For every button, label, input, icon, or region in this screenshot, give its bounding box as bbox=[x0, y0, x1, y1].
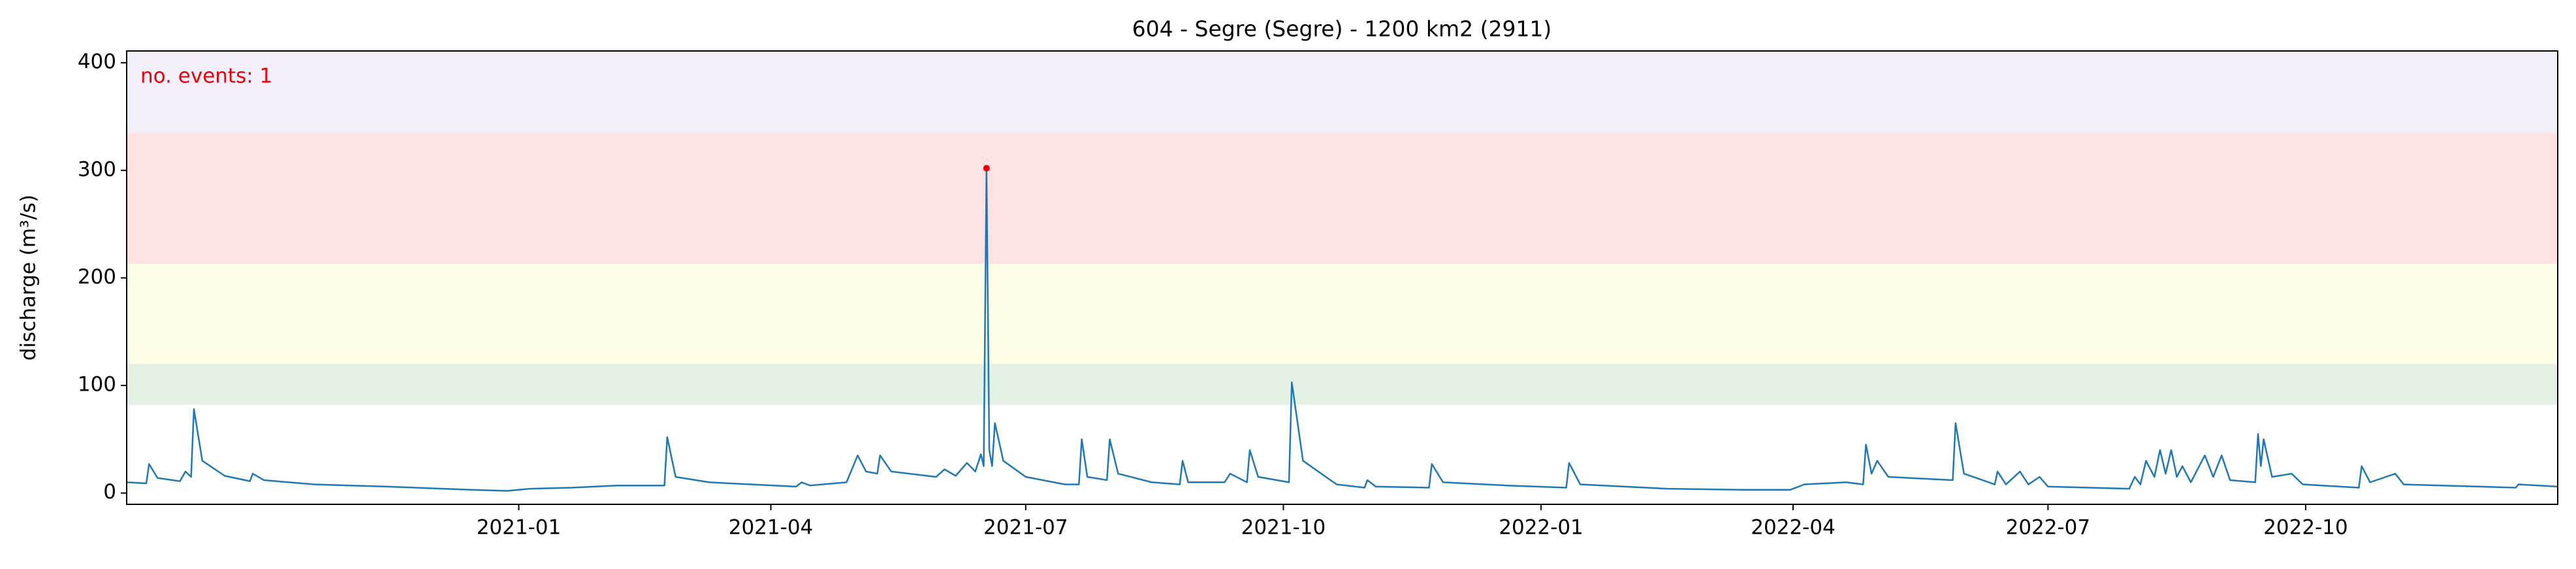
chart-title: 604 - Segre (Segre) - 1200 km2 (2911) bbox=[1132, 16, 1552, 42]
x-tick-label: 2022-07 bbox=[2006, 516, 2091, 540]
y-tick-label: 0 bbox=[103, 480, 116, 504]
event-count: no. events: 1 bbox=[140, 65, 272, 88]
x-tick-label: 2021-10 bbox=[1241, 516, 1326, 540]
threshold-band bbox=[127, 364, 2558, 405]
threshold-band bbox=[127, 264, 2558, 365]
y-tick-label: 100 bbox=[78, 373, 116, 397]
plot-frame bbox=[126, 50, 2558, 505]
x-tick-label: 2021-01 bbox=[477, 516, 562, 540]
x-tick-label: 2022-01 bbox=[1499, 516, 1583, 540]
y-tick-label: 200 bbox=[78, 265, 116, 289]
y-axis-label: discharge (m³/s) bbox=[17, 195, 40, 361]
x-tick-label: 2021-04 bbox=[729, 516, 814, 540]
x-tick-label: 2021-07 bbox=[983, 516, 1068, 540]
event-point bbox=[983, 165, 990, 172]
y-tick-label: 300 bbox=[78, 157, 116, 181]
y-tick-label: 400 bbox=[78, 50, 116, 74]
threshold-band bbox=[127, 51, 2558, 133]
x-tick-label: 2022-04 bbox=[1751, 516, 1836, 540]
data-line bbox=[126, 167, 2558, 492]
threshold-band bbox=[127, 133, 2558, 265]
x-tick-label: 2022-10 bbox=[2263, 516, 2348, 540]
